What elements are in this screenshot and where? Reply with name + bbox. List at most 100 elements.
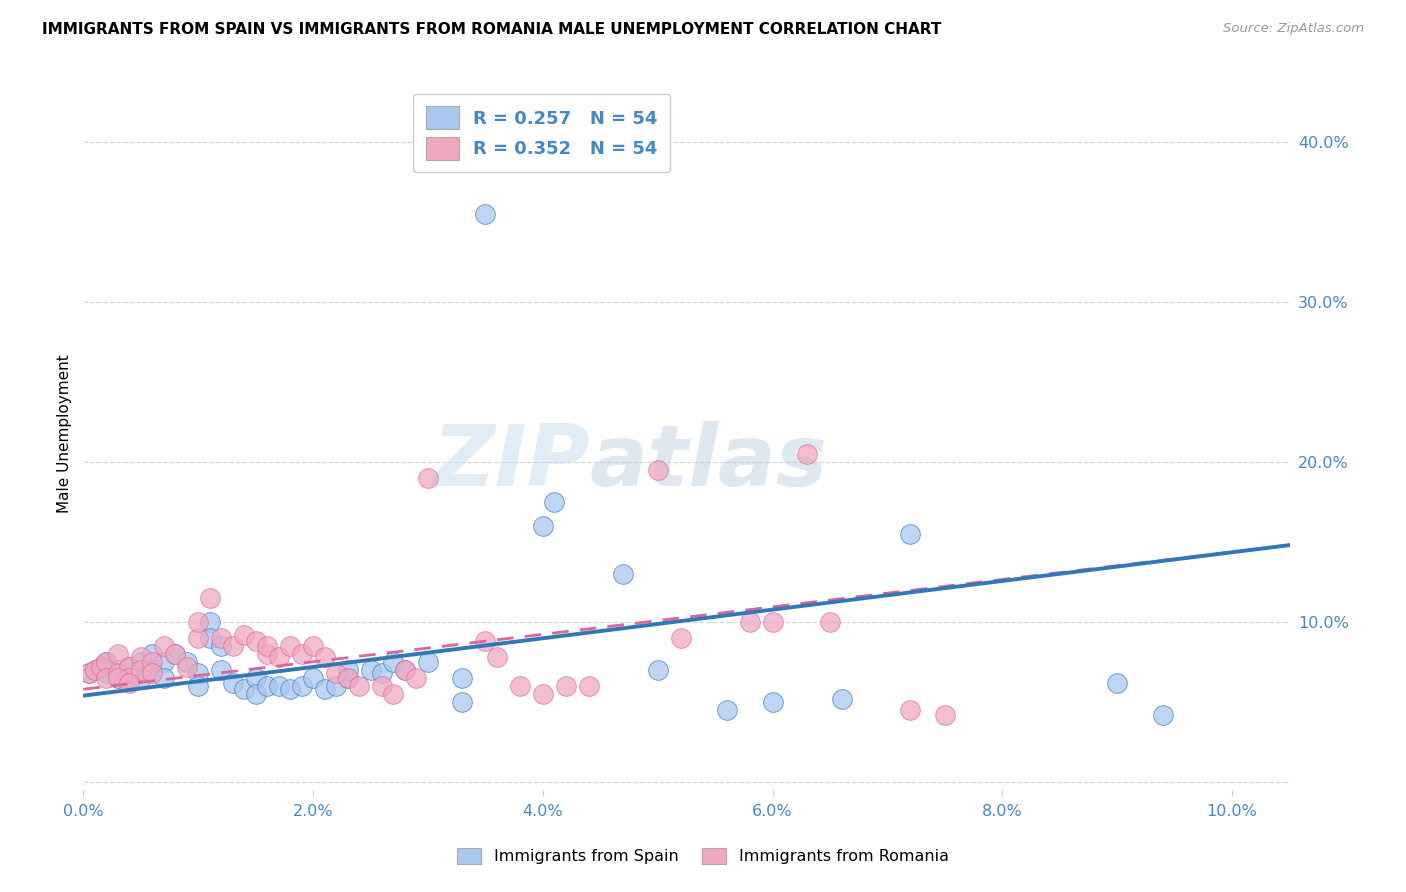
Point <box>831 691 853 706</box>
Point <box>416 471 439 485</box>
Point <box>141 663 163 677</box>
Point <box>647 463 669 477</box>
Point <box>474 206 496 220</box>
Point <box>405 671 427 685</box>
Point <box>118 660 141 674</box>
Point <box>796 447 818 461</box>
Point <box>290 647 312 661</box>
Point <box>762 615 785 629</box>
Point <box>176 660 198 674</box>
Point <box>485 650 508 665</box>
Point <box>107 666 129 681</box>
Point <box>118 660 141 674</box>
Text: atlas: atlas <box>591 421 828 504</box>
Point <box>325 666 347 681</box>
Point <box>382 687 405 701</box>
Point <box>762 695 785 709</box>
Point <box>152 639 174 653</box>
Point <box>141 666 163 681</box>
Text: IMMIGRANTS FROM SPAIN VS IMMIGRANTS FROM ROMANIA MALE UNEMPLOYMENT CORRELATION C: IMMIGRANTS FROM SPAIN VS IMMIGRANTS FROM… <box>42 22 942 37</box>
Point <box>96 666 118 681</box>
Point <box>1152 707 1174 722</box>
Point <box>578 679 600 693</box>
Point <box>83 663 105 677</box>
Point <box>900 527 922 541</box>
Point <box>152 671 174 685</box>
Point <box>187 615 209 629</box>
Point <box>233 628 256 642</box>
Point <box>669 631 692 645</box>
Point <box>451 695 474 709</box>
Point <box>554 679 576 693</box>
Point <box>394 663 416 677</box>
Point <box>245 671 267 685</box>
Point <box>900 703 922 717</box>
Point <box>198 631 221 645</box>
Point <box>176 655 198 669</box>
Point <box>290 679 312 693</box>
Point <box>347 679 370 693</box>
Legend: R = 0.257   N = 54, R = 0.352   N = 54: R = 0.257 N = 54, R = 0.352 N = 54 <box>413 94 671 172</box>
Point <box>107 663 129 677</box>
Point <box>302 671 325 685</box>
Point <box>118 671 141 685</box>
Point <box>267 679 290 693</box>
Point <box>96 655 118 669</box>
Point <box>245 634 267 648</box>
Point <box>716 703 738 717</box>
Point <box>371 679 394 693</box>
Point <box>129 671 152 685</box>
Point <box>129 650 152 665</box>
Point <box>96 671 118 685</box>
Point <box>152 655 174 669</box>
Point <box>118 666 141 681</box>
Point <box>543 495 565 509</box>
Point <box>371 666 394 681</box>
Point <box>209 663 232 677</box>
Point <box>77 666 100 681</box>
Legend: Immigrants from Spain, Immigrants from Romania: Immigrants from Spain, Immigrants from R… <box>450 841 956 871</box>
Point <box>267 650 290 665</box>
Point <box>934 707 956 722</box>
Point <box>474 634 496 648</box>
Point <box>198 615 221 629</box>
Point <box>187 631 209 645</box>
Point <box>209 639 232 653</box>
Point <box>107 671 129 685</box>
Point <box>278 639 301 653</box>
Point <box>336 671 359 685</box>
Point <box>314 650 336 665</box>
Point <box>531 519 554 533</box>
Point <box>83 663 105 677</box>
Point <box>118 676 141 690</box>
Point <box>336 671 359 685</box>
Point <box>221 639 243 653</box>
Point <box>818 615 841 629</box>
Point <box>256 647 278 661</box>
Point <box>325 679 347 693</box>
Point <box>187 679 209 693</box>
Point <box>416 655 439 669</box>
Point <box>187 666 209 681</box>
Point <box>129 655 152 669</box>
Point <box>394 663 416 677</box>
Point <box>509 679 531 693</box>
Point <box>221 676 243 690</box>
Point <box>107 671 129 685</box>
Point <box>612 566 634 581</box>
Point <box>141 655 163 669</box>
Point <box>382 655 405 669</box>
Point <box>165 647 187 661</box>
Point <box>256 679 278 693</box>
Point <box>278 682 301 697</box>
Point <box>89 660 111 674</box>
Point <box>256 639 278 653</box>
Point <box>360 663 382 677</box>
Point <box>107 647 129 661</box>
Point <box>198 591 221 605</box>
Point <box>233 682 256 697</box>
Point <box>165 647 187 661</box>
Y-axis label: Male Unemployment: Male Unemployment <box>58 354 72 513</box>
Point <box>336 663 359 677</box>
Point <box>451 671 474 685</box>
